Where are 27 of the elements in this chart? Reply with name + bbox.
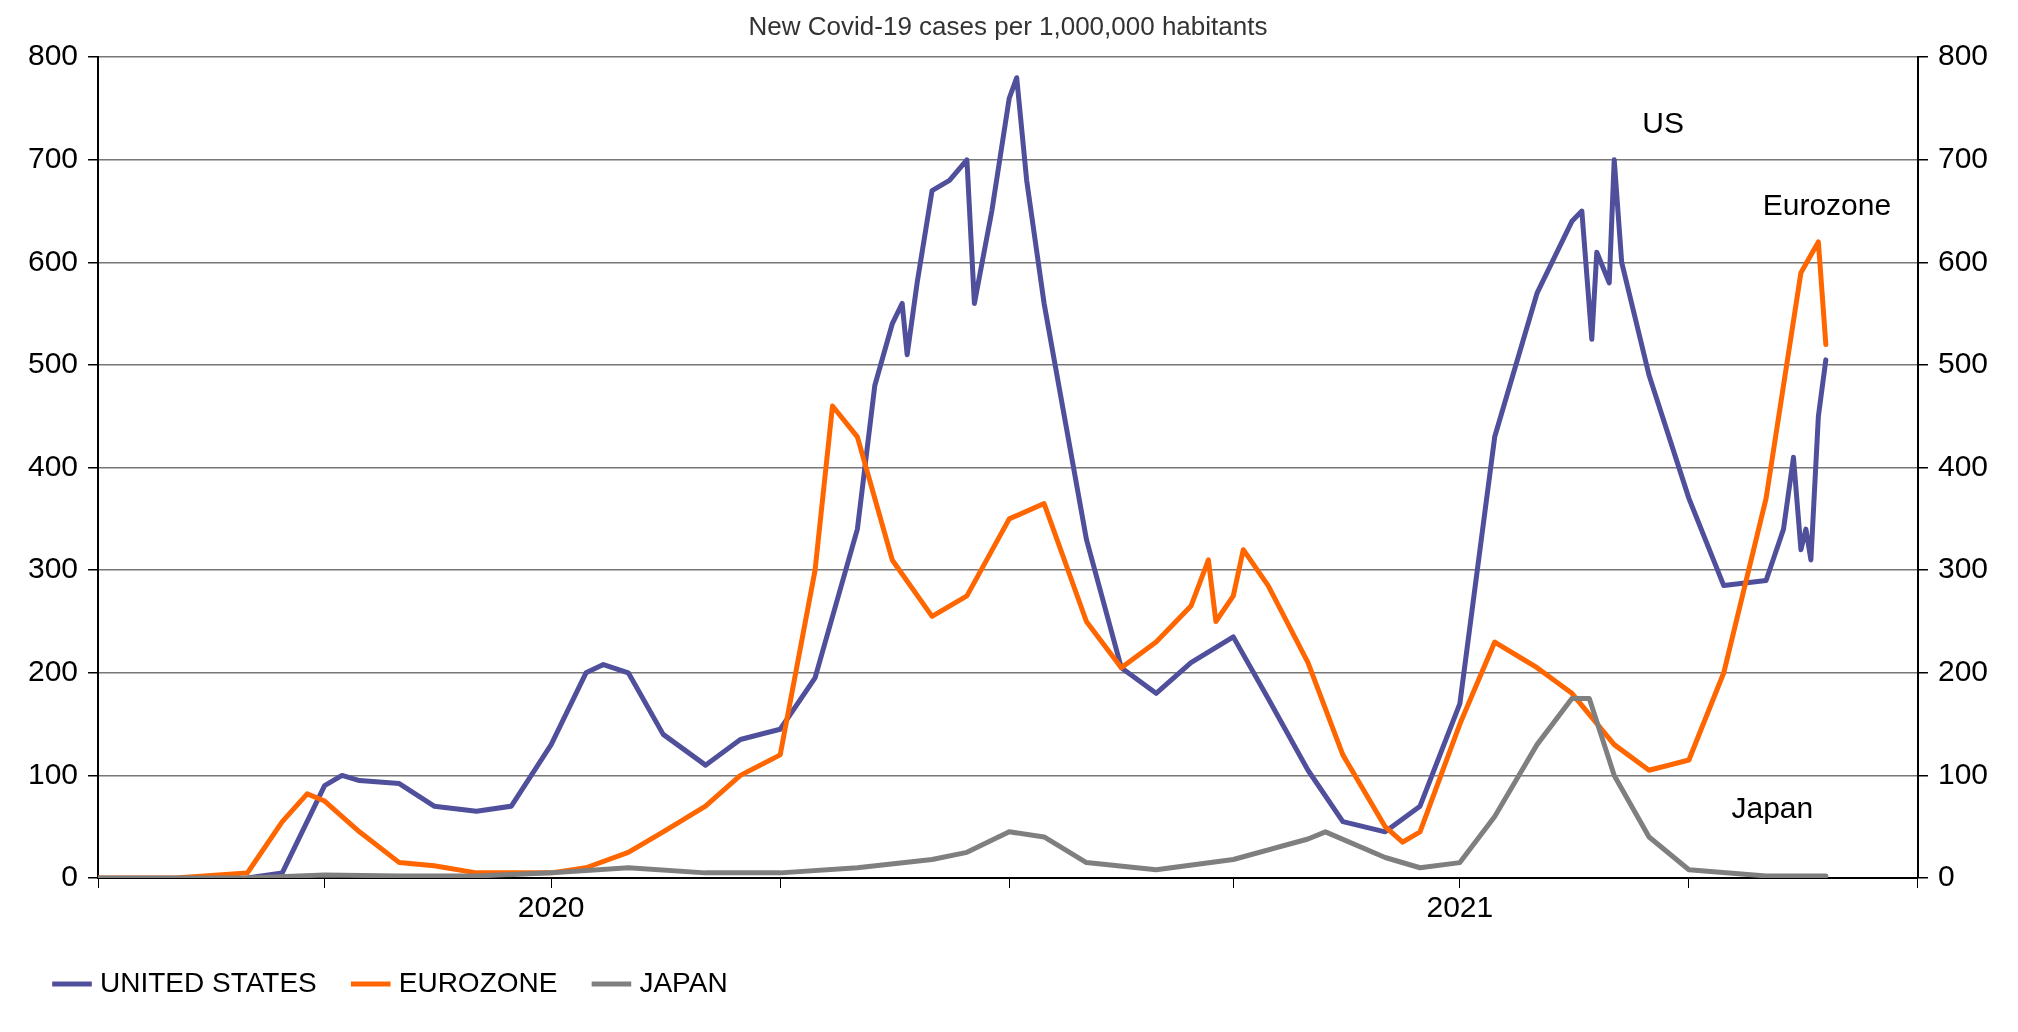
annotation: Eurozone — [1762, 187, 1892, 221]
y-tick-label: 600 — [27, 243, 79, 277]
y2-tick-label: 100 — [1937, 756, 1989, 790]
legend-label: JAPAN — [639, 966, 728, 998]
y2-tick-label: 700 — [1937, 141, 1989, 175]
chart-title: New Covid-19 cases per 1,000,000 habitants — [748, 10, 1268, 41]
legend-label: EUROZONE — [398, 966, 558, 998]
y-tick-label: 300 — [27, 551, 79, 585]
annotation: US — [1642, 105, 1685, 139]
y-tick-label: 400 — [27, 448, 79, 482]
y-tick-label: 700 — [27, 141, 79, 175]
annotation: Japan — [1731, 790, 1814, 824]
y-tick-label: 500 — [27, 346, 79, 380]
y-tick-label: 200 — [27, 654, 79, 688]
y2-tick-label: 500 — [1937, 346, 1989, 380]
y2-tick-label: 400 — [1937, 448, 1989, 482]
y-tick-label: 0 — [61, 859, 79, 893]
y-tick-label: 100 — [27, 756, 79, 790]
y2-tick-label: 300 — [1937, 551, 1989, 585]
x-tick-label: 2021 — [1426, 890, 1494, 924]
y2-tick-label: 200 — [1937, 654, 1989, 688]
y2-tick-label: 800 — [1937, 38, 1989, 72]
x-tick-label: 2020 — [517, 890, 585, 924]
y2-tick-label: 0 — [1937, 859, 1955, 893]
y2-tick-label: 600 — [1937, 243, 1989, 277]
legend-label: UNITED STATES — [100, 966, 317, 998]
y-tick-label: 800 — [27, 38, 79, 72]
